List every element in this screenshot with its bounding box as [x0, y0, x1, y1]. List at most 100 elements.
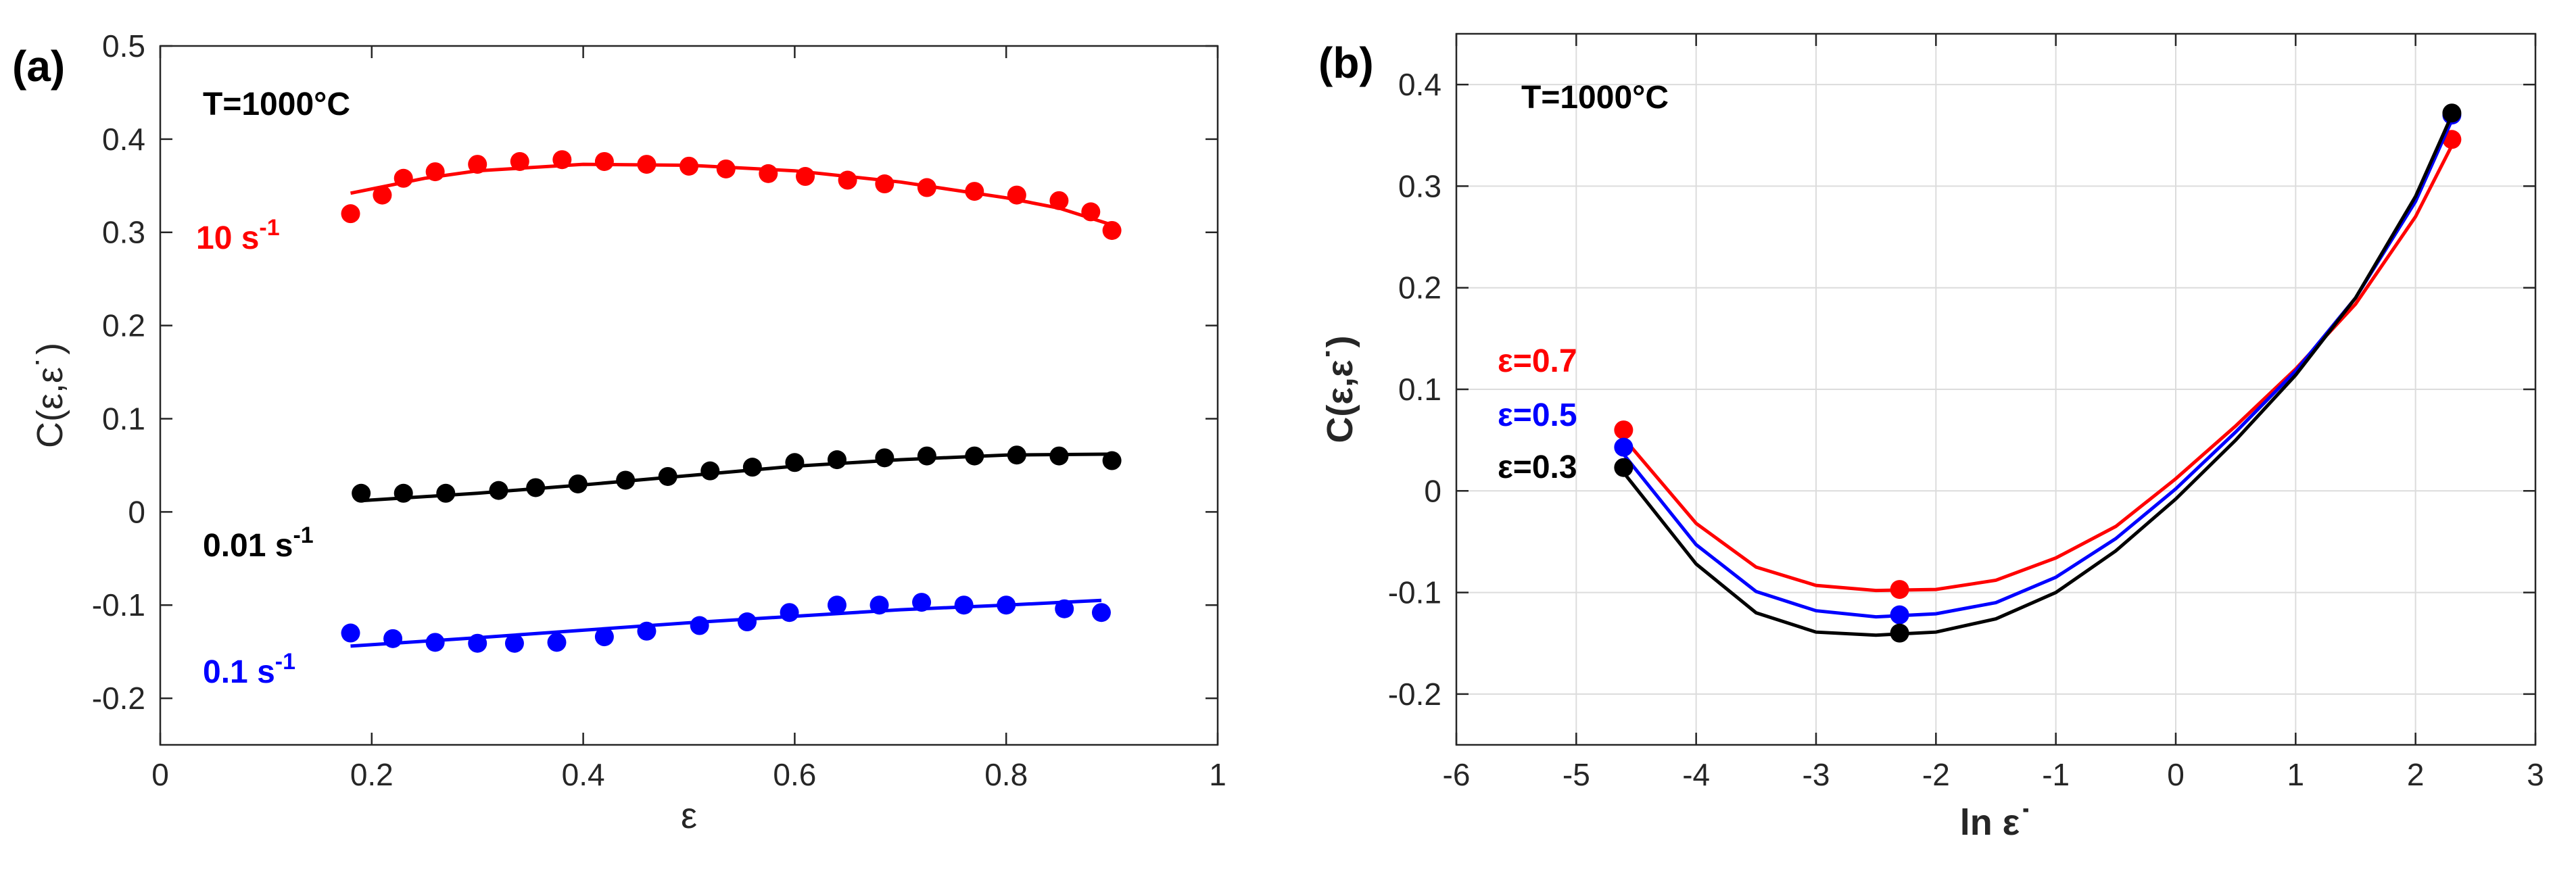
panel-b-x-tick-label: -3: [1803, 757, 1830, 792]
panel-b-x-tick-label: -2: [1922, 757, 1950, 792]
panel-a-x-tick-label: 0.4: [562, 757, 605, 792]
panel-b-data-point--0-5: [1614, 437, 1633, 457]
panel-a-data-point-10-s-1: [838, 170, 857, 190]
panel-a-temperature-annotation: T=1000°C: [203, 87, 350, 122]
panel-a-series-label-0-01-s-1: 0.01 s-1: [203, 522, 314, 564]
panel-a-data-point-0-01-s-1: [875, 448, 895, 468]
panel-a-data-point-10-s-1: [552, 150, 572, 170]
panel-a-data-point-0-01-s-1: [658, 466, 677, 486]
panel-b-fit-line--0-7: [1622, 145, 2454, 593]
panel-a-x-tick-label: 0.6: [773, 757, 816, 792]
panel-a-data-point-0-1-s-1: [637, 621, 657, 641]
panel-a-data-point-0-1-s-1: [504, 633, 524, 653]
panel-a-data-point-10-s-1: [637, 155, 657, 174]
panel-a-x-tick-label: 0: [151, 757, 169, 792]
panel-a-data-point-0-01-s-1: [700, 461, 720, 481]
panel-a-data-point-10-s-1: [373, 185, 392, 205]
panel-a-x-axis-label: ε: [681, 796, 697, 836]
panel-a-data-point-10-s-1: [875, 174, 895, 194]
panel-b-x-tick-label: -6: [1443, 757, 1471, 792]
panel-b-x-tick-label: -4: [1682, 757, 1710, 792]
panel-a-data-point-10-s-1: [759, 164, 778, 183]
panel-a-data-point-0-01-s-1: [785, 453, 805, 472]
panel-a-y-tick-label: 0.1: [102, 401, 145, 436]
panel-a-label: (a): [12, 42, 65, 91]
panel-a-data-point-0-01-s-1: [1049, 446, 1069, 466]
panel-a-data-point-10-s-1: [341, 204, 360, 224]
panel-a-data-point-0-01-s-1: [965, 446, 984, 466]
panel-a-data-point-0-01-s-1: [526, 478, 546, 497]
panel-a-x-tick-label: 0.8: [984, 757, 1028, 792]
panel-a-data-point-10-s-1: [425, 162, 445, 182]
panel-a-data-point-0-1-s-1: [1091, 603, 1111, 623]
panel-a-data-point-0-1-s-1: [869, 595, 889, 615]
panel-b-series-label--0-3: ε=0.3: [1498, 449, 1577, 485]
panel-a-data-point-10-s-1: [1007, 185, 1026, 205]
panel-b-data-point--0-3: [1614, 458, 1633, 477]
panel-a-data-point-10-s-1: [510, 151, 529, 171]
panel-a-fit-line-0-01-s-1: [361, 452, 1112, 503]
panel-b-data-point--0-7: [1890, 580, 1909, 600]
panel-b-series-label--0-7: ε=0.7: [1498, 343, 1577, 379]
panel-a-data-point-10-s-1: [393, 168, 413, 188]
panel-a-x-tick-label: 1: [1209, 757, 1226, 792]
panel-b-fit-line--0-5: [1622, 119, 2454, 619]
panel-a-data-point-0-1-s-1: [780, 603, 799, 623]
panel-a-data-point-10-s-1: [796, 167, 815, 187]
panel-a-data-point-0-01-s-1: [616, 470, 636, 490]
panel-b-y-tick-label: 0.2: [1398, 270, 1441, 306]
panel-b-x-tick-label: 0: [2167, 757, 2185, 792]
panel-b-y-tick-label: -0.2: [1388, 677, 1441, 712]
panel-a-y-tick-label: -0.1: [92, 587, 145, 623]
panel-b-data-point--0-3: [2442, 103, 2462, 123]
panel-b-temperature-annotation: T=1000°C: [1521, 80, 1669, 116]
panel-a-series-label-0-1-s-1: 0.1 s-1: [203, 649, 295, 690]
panel-a-x-tick-label: 0.2: [350, 757, 393, 792]
panel-b-y-tick-label: 0.1: [1398, 372, 1441, 407]
panel-b-x-tick-label: 1: [2287, 757, 2305, 792]
panel-b-data-point--0-7: [1614, 420, 1633, 440]
panel-b-fit-line--0-3: [1622, 114, 2454, 637]
panel-a-data-point-0-1-s-1: [827, 595, 846, 615]
panel-a-y-tick-label: 0.2: [102, 308, 145, 343]
panel-a-data-point-0-01-s-1: [1007, 445, 1026, 465]
panel-b-label: (b): [1318, 39, 1374, 87]
panel-a-y-axis-label: C(ε,ε˙): [30, 343, 70, 448]
panel-a-data-point-0-1-s-1: [383, 629, 403, 648]
panel-a-y-tick-label: 0: [128, 494, 145, 529]
panel-a-data-point-10-s-1: [917, 178, 936, 197]
panel-a-data-point-0-1-s-1: [954, 595, 974, 615]
panel-a-data-point-0-01-s-1: [917, 446, 936, 466]
panel-a-data-point-10-s-1: [679, 156, 698, 176]
panel-b-x-tick-label: -5: [1563, 757, 1590, 792]
panel-a-y-tick-label: -0.2: [92, 681, 145, 716]
panel-a-data-point-0-01-s-1: [436, 483, 456, 503]
panel-a-data-point-10-s-1: [1081, 202, 1101, 222]
panel-a-data-point-0-01-s-1: [742, 458, 762, 477]
panel-a-data-point-0-1-s-1: [547, 633, 567, 652]
panel-b-series-label--0-5: ε=0.5: [1498, 397, 1577, 433]
panel-b-y-axis-label: C(ε,ε˙): [1320, 335, 1360, 443]
panel-a-data-point-0-1-s-1: [690, 616, 709, 635]
panel-a-fit-line-10-s-1: [350, 162, 1113, 227]
panel-a-data-point-0-01-s-1: [352, 483, 371, 503]
panel-a-y-tick-label: 0.4: [102, 122, 145, 157]
panel-b-data-point--0-3: [1890, 623, 1909, 643]
panel-b-y-tick-label: -0.1: [1388, 575, 1441, 610]
panel-b-chart: -6 -5 -4 -3 -2 -1 0 1 2 3 -0.2 -0.1 0 0.1 0.2 0.3 0.4 ln …: [1318, 32, 2544, 843]
panel-a-chart: 0 0.2 0.4 0.6 0.8 1 -0.2 -0.1 0 0.1 0.2 0.3 0.4 0.5 ε C…: [12, 28, 1226, 836]
panel-b-y-tick-label: 0.4: [1398, 67, 1441, 102]
panel-a-data-point-0-01-s-1: [827, 450, 846, 470]
panel-a-data-point-0-1-s-1: [425, 633, 445, 652]
panel-a-data-point-0-01-s-1: [489, 481, 508, 500]
panel-a-data-point-0-1-s-1: [738, 612, 757, 632]
panel-a-data-point-0-1-s-1: [341, 623, 360, 643]
panel-a-data-point-0-1-s-1: [997, 595, 1016, 615]
panel-a-data-point-10-s-1: [1102, 220, 1122, 240]
panel-a-y-tick-label: 0.5: [102, 28, 145, 64]
panel-a-y-tick-label: 0.3: [102, 215, 145, 250]
panel-b-x-axis-label: ln ε˙: [1960, 802, 2032, 843]
panel-a-axes-box: [159, 45, 1219, 746]
panel-a-data-point-0-01-s-1: [393, 483, 413, 503]
